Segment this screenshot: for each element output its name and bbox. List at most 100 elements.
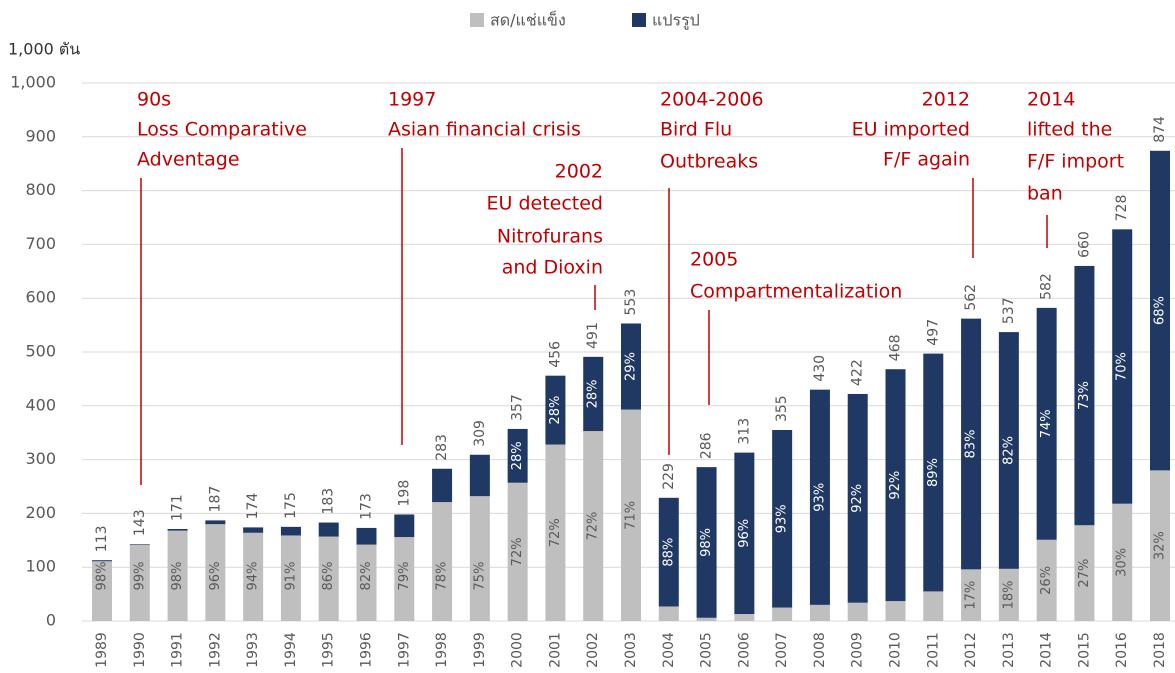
bar-segment xyxy=(696,467,717,618)
total-label: 183 xyxy=(321,488,337,515)
x-tick-label: 1991 xyxy=(170,632,186,668)
annotation-text: 90s xyxy=(137,89,171,111)
bar-segment xyxy=(1036,307,1057,540)
bar-segment xyxy=(356,527,377,545)
y-tick-label: 600 xyxy=(25,288,56,307)
bar-segment xyxy=(1074,265,1095,526)
x-tick-label: 1992 xyxy=(207,632,223,668)
bar-segment xyxy=(1074,525,1095,621)
total-label: 430 xyxy=(812,355,828,382)
total-label: 422 xyxy=(850,359,866,386)
x-tick-label: 2005 xyxy=(699,632,715,668)
percent-label: 26% xyxy=(1039,566,1054,595)
annotation-text: 1997 xyxy=(388,89,436,111)
percent-label: 83% xyxy=(964,430,979,459)
percent-label: 17% xyxy=(964,581,979,610)
annotation-text: EU imported xyxy=(852,119,970,141)
y-tick-label: 1,000 xyxy=(10,73,56,92)
x-tick-label: 1997 xyxy=(396,632,412,668)
bar-segment xyxy=(167,530,188,621)
total-label: 198 xyxy=(396,480,412,507)
total-label: 582 xyxy=(1039,273,1055,300)
bar-segment xyxy=(129,544,150,621)
annotation-text: ban xyxy=(1027,183,1063,205)
bar-segment xyxy=(129,544,150,545)
total-label: 171 xyxy=(170,494,186,521)
annotation-text: F/F again xyxy=(883,149,970,171)
bar-segment xyxy=(696,617,717,621)
annotation-text: 2005 xyxy=(690,249,738,271)
x-tick-label: 2002 xyxy=(585,632,601,668)
bar-segment xyxy=(658,497,679,607)
percent-label: 91% xyxy=(283,562,298,591)
percent-label: 86% xyxy=(321,562,336,591)
x-tick-label: 2013 xyxy=(1001,632,1017,668)
total-label: 286 xyxy=(699,432,715,459)
bar-segment xyxy=(167,529,188,531)
bar-segment xyxy=(205,520,226,525)
total-label: 313 xyxy=(736,418,752,445)
y-tick-label: 900 xyxy=(25,126,56,145)
percent-label: 29% xyxy=(624,352,639,381)
legend-swatch xyxy=(470,13,484,27)
x-tick-label: 2007 xyxy=(774,632,790,668)
x-tick-label: 2016 xyxy=(1114,632,1130,668)
legend-swatch xyxy=(632,13,646,27)
annotation-text: and Dioxin xyxy=(502,257,603,279)
bar-segment xyxy=(318,536,339,621)
total-label: 113 xyxy=(94,525,110,552)
x-tick-label: 1990 xyxy=(132,632,148,668)
bar-segment xyxy=(394,537,415,621)
total-label: 309 xyxy=(472,420,488,447)
bar-segment xyxy=(205,524,226,621)
percent-label: 98% xyxy=(699,528,714,557)
y-tick-label: 800 xyxy=(25,180,56,199)
percent-label: 73% xyxy=(1077,381,1092,410)
y-tick-label: 300 xyxy=(25,449,56,468)
x-tick-label: 1998 xyxy=(434,632,450,668)
bar-segment xyxy=(734,452,755,615)
total-label: 660 xyxy=(1076,231,1092,258)
bar-segment xyxy=(961,569,982,621)
annotation-text: Loss Comparative xyxy=(137,119,307,141)
total-label: 173 xyxy=(359,493,375,520)
bar-segment xyxy=(92,560,112,562)
bar-segment xyxy=(545,375,566,445)
bar-segment xyxy=(734,614,755,621)
bar-segment xyxy=(961,318,982,570)
legend-label: สด/แช่แข็ง xyxy=(490,10,566,30)
bar-segment xyxy=(1112,229,1133,504)
bar-segment xyxy=(885,369,906,602)
total-label: 553 xyxy=(623,289,639,316)
annotation-text: Bird Flu xyxy=(660,119,732,141)
x-tick-label: 1995 xyxy=(321,632,337,668)
percent-label: 98% xyxy=(95,562,110,591)
bar-segment xyxy=(847,393,868,603)
percent-label: 78% xyxy=(435,562,450,591)
total-label: 355 xyxy=(774,395,790,422)
bar-segment xyxy=(432,502,453,621)
bar-segment xyxy=(621,409,641,621)
x-tick-label: 2004 xyxy=(661,632,677,668)
percent-label: 96% xyxy=(208,562,223,591)
total-label: 456 xyxy=(547,341,563,368)
annotation-text: 2014 xyxy=(1027,89,1075,111)
bar-segment xyxy=(583,431,604,621)
percent-label: 99% xyxy=(132,562,147,591)
x-tick-label: 1989 xyxy=(94,632,110,668)
annotation-text: Outbreaks xyxy=(660,151,758,173)
bar-segment xyxy=(885,601,906,621)
bar-segment xyxy=(92,561,112,621)
bar-segment xyxy=(809,604,830,621)
x-tick-label: 2003 xyxy=(623,632,639,668)
x-tick-label: 1993 xyxy=(245,632,261,668)
total-label: 187 xyxy=(207,486,223,513)
y-axis-label: 1,000 ตัน xyxy=(8,40,80,59)
percent-label: 94% xyxy=(246,562,261,591)
percent-label: 88% xyxy=(661,538,676,567)
bar-segment xyxy=(772,430,793,608)
bar-segment xyxy=(507,482,528,621)
percent-label: 93% xyxy=(812,483,827,512)
percent-label: 98% xyxy=(170,562,185,591)
x-tick-label: 2006 xyxy=(736,632,752,668)
